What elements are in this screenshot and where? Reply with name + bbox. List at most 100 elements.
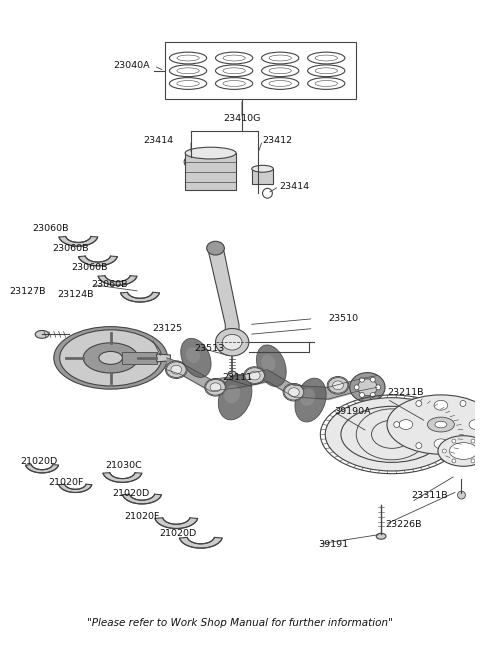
Ellipse shape — [328, 378, 348, 393]
Ellipse shape — [350, 373, 385, 402]
Polygon shape — [59, 237, 97, 246]
Ellipse shape — [295, 378, 326, 422]
Circle shape — [354, 385, 359, 390]
Text: 21020D: 21020D — [21, 457, 58, 466]
Bar — [252, 169, 273, 185]
Ellipse shape — [387, 395, 480, 454]
Ellipse shape — [435, 421, 447, 428]
Ellipse shape — [438, 436, 480, 466]
Circle shape — [471, 439, 475, 443]
Text: "Please refer to Work Shop Manual for further information": "Please refer to Work Shop Manual for fu… — [87, 618, 393, 627]
Text: 23125: 23125 — [152, 324, 182, 333]
Ellipse shape — [210, 383, 221, 392]
Ellipse shape — [204, 378, 226, 396]
Ellipse shape — [99, 351, 122, 365]
Text: 23111: 23111 — [222, 373, 252, 382]
Bar — [185, 153, 236, 191]
Circle shape — [371, 377, 375, 382]
Circle shape — [460, 401, 466, 407]
Ellipse shape — [300, 388, 315, 406]
Ellipse shape — [427, 417, 455, 432]
Ellipse shape — [186, 347, 200, 363]
Ellipse shape — [83, 343, 138, 373]
Polygon shape — [103, 472, 142, 482]
Ellipse shape — [469, 420, 480, 430]
Circle shape — [452, 459, 456, 463]
Text: 39191: 39191 — [318, 539, 348, 549]
Ellipse shape — [256, 345, 286, 386]
Circle shape — [416, 401, 422, 407]
Circle shape — [394, 422, 400, 428]
Polygon shape — [156, 354, 170, 362]
Text: 23412: 23412 — [263, 136, 293, 145]
Text: 21020D: 21020D — [160, 529, 197, 538]
Ellipse shape — [288, 388, 300, 397]
Circle shape — [360, 392, 364, 397]
Ellipse shape — [245, 368, 264, 384]
Text: 23040A: 23040A — [113, 61, 150, 70]
Ellipse shape — [252, 166, 273, 172]
Text: 23510: 23510 — [328, 314, 359, 323]
Circle shape — [452, 439, 456, 443]
Polygon shape — [79, 256, 117, 266]
Ellipse shape — [181, 338, 211, 377]
Text: 23226B: 23226B — [385, 520, 421, 529]
Text: 23127B: 23127B — [10, 286, 46, 296]
Ellipse shape — [358, 379, 377, 396]
Ellipse shape — [228, 371, 236, 376]
Ellipse shape — [216, 328, 249, 356]
Polygon shape — [98, 276, 137, 285]
Text: 21030C: 21030C — [106, 461, 143, 470]
Polygon shape — [122, 494, 161, 504]
Ellipse shape — [207, 241, 224, 255]
Ellipse shape — [244, 367, 265, 384]
Circle shape — [371, 392, 375, 397]
Circle shape — [457, 491, 466, 499]
Ellipse shape — [185, 147, 236, 159]
Ellipse shape — [372, 420, 412, 448]
Text: 23060B: 23060B — [32, 224, 69, 233]
Ellipse shape — [54, 327, 168, 389]
Ellipse shape — [261, 354, 276, 371]
Text: 23414: 23414 — [143, 136, 173, 145]
Text: 21020F: 21020F — [48, 478, 84, 487]
Text: 23414: 23414 — [279, 182, 309, 191]
Ellipse shape — [356, 409, 428, 460]
Circle shape — [360, 377, 364, 382]
Bar — [165, 42, 356, 99]
Polygon shape — [120, 292, 159, 302]
Ellipse shape — [325, 397, 458, 471]
Ellipse shape — [166, 361, 187, 378]
Text: 23060B: 23060B — [91, 280, 128, 289]
Circle shape — [471, 459, 475, 463]
Circle shape — [416, 443, 422, 449]
Ellipse shape — [434, 439, 448, 449]
Polygon shape — [59, 484, 92, 493]
Ellipse shape — [60, 330, 162, 386]
Text: 23211B: 23211B — [387, 388, 423, 397]
Ellipse shape — [376, 533, 386, 539]
Polygon shape — [180, 537, 222, 548]
Ellipse shape — [167, 362, 186, 378]
Ellipse shape — [283, 384, 305, 401]
Ellipse shape — [327, 376, 349, 394]
Ellipse shape — [333, 381, 343, 390]
Text: 23311B: 23311B — [411, 491, 448, 499]
Text: 23060B: 23060B — [52, 244, 88, 253]
Ellipse shape — [434, 400, 448, 410]
Text: 23513: 23513 — [194, 344, 224, 353]
Polygon shape — [25, 464, 59, 473]
Text: 39190A: 39190A — [334, 407, 371, 417]
Text: 23410G: 23410G — [223, 114, 261, 124]
Polygon shape — [208, 248, 239, 336]
Polygon shape — [155, 518, 198, 528]
Ellipse shape — [218, 374, 252, 420]
Bar — [122, 352, 156, 364]
Ellipse shape — [341, 406, 443, 463]
Text: 23060B: 23060B — [72, 263, 108, 272]
Text: 21020F: 21020F — [124, 512, 160, 521]
Ellipse shape — [249, 371, 260, 380]
Ellipse shape — [224, 385, 240, 403]
Ellipse shape — [171, 365, 182, 374]
Ellipse shape — [399, 420, 413, 430]
